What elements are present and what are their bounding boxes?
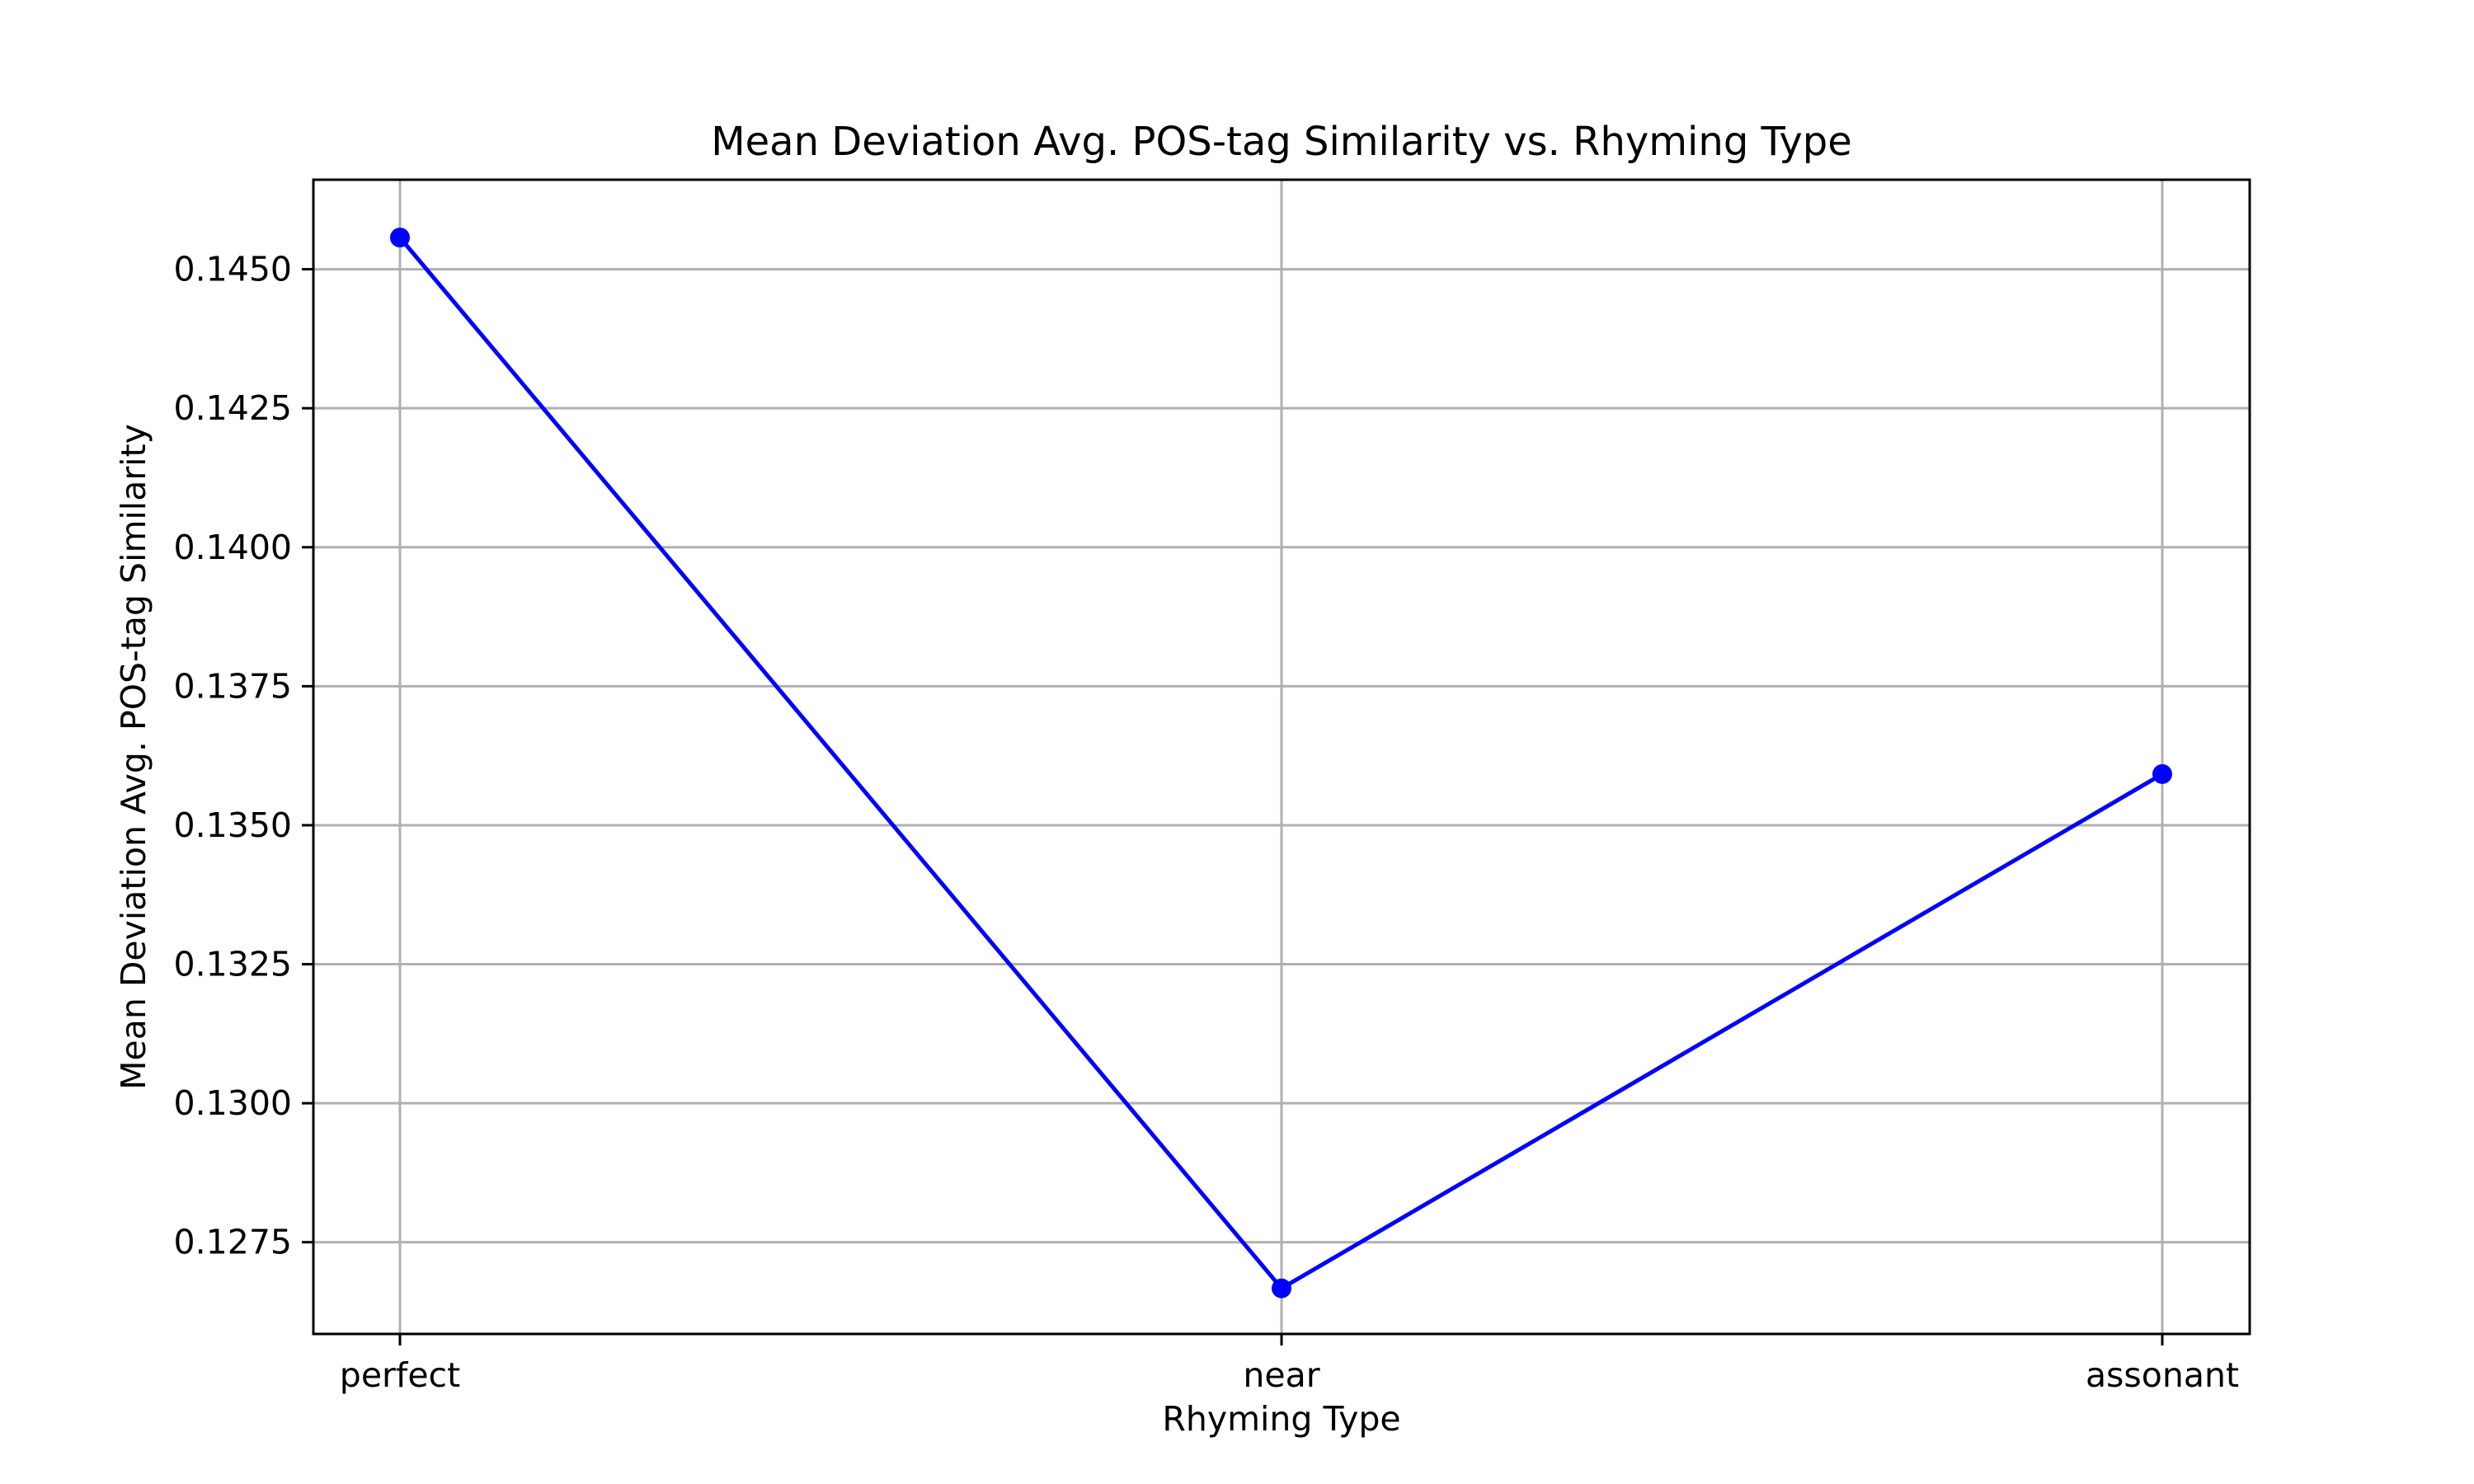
y-tick-label: 0.1375 <box>174 666 292 706</box>
axis-ticks: 0.1275 0.1300 0.1325 0.1350 0.1375 0.1400 0.14… <box>174 250 2240 1395</box>
grid-lines <box>313 180 2250 1334</box>
data-point <box>390 228 410 248</box>
x-tick-label: near <box>1243 1355 1319 1395</box>
y-tick-label: 0.1275 <box>174 1223 292 1262</box>
y-tick-label: 0.1350 <box>174 805 292 845</box>
y-tick-label: 0.1400 <box>174 528 292 567</box>
y-axis-label: Mean Deviation Avg. POS-tag Similarity <box>114 424 153 1090</box>
y-tick-label: 0.1450 <box>174 250 292 289</box>
series-layer <box>390 228 2172 1298</box>
y-tick-label: 0.1300 <box>174 1083 292 1123</box>
chart-title: Mean Deviation Avg. POS-tag Similarity v… <box>711 119 1852 165</box>
x-tick-label: perfect <box>340 1355 460 1395</box>
x-tick-label: assonant <box>2086 1355 2239 1395</box>
data-point <box>2152 763 2172 784</box>
data-point <box>1272 1278 1291 1298</box>
y-tick-label: 0.1425 <box>174 388 292 428</box>
x-axis-label: Rhyming Type <box>1162 1399 1400 1439</box>
y-tick-label: 0.1325 <box>174 945 292 984</box>
